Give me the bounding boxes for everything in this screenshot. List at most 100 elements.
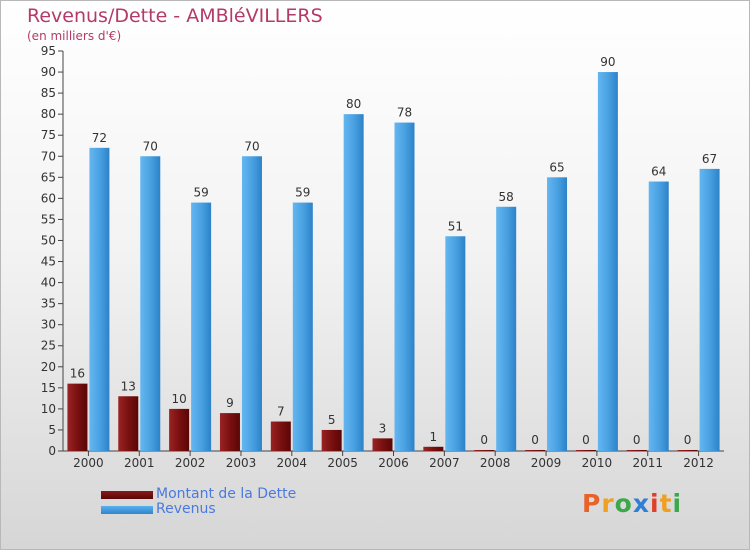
x-tick-label: 2003 [226, 456, 257, 470]
revenue-bar [496, 206, 517, 451]
logo-letter: P [582, 489, 602, 518]
debt-bar [525, 450, 546, 451]
debt-bar [372, 438, 393, 451]
data-label: 78 [397, 106, 412, 120]
y-tick-label: 85 [41, 86, 56, 100]
y-tick-label: 90 [41, 65, 56, 79]
data-label: 0 [531, 433, 539, 447]
revenue-bar [191, 202, 212, 451]
debt-bar [575, 450, 596, 451]
data-label: 16 [70, 367, 85, 381]
y-tick-label: 10 [41, 402, 56, 416]
y-tick-label: 30 [41, 318, 56, 332]
data-label: 0 [480, 433, 488, 447]
data-label: 5 [328, 413, 336, 427]
revenue-bar [445, 236, 466, 451]
y-tick-label: 35 [41, 297, 56, 311]
y-tick-label: 65 [41, 170, 56, 184]
x-tick-label: 2010 [582, 456, 613, 470]
debt-bar [626, 450, 647, 451]
logo-letter: o [614, 489, 633, 518]
data-label: 9 [226, 396, 234, 410]
data-label: 59 [193, 186, 208, 200]
legend-swatch-debt [101, 491, 153, 499]
debt-bar [677, 450, 698, 451]
y-tick-label: 5 [48, 423, 56, 437]
chart-subtitle: (en milliers d'€) [27, 29, 122, 43]
debt-bar [169, 408, 190, 451]
y-tick-label: 45 [41, 255, 56, 269]
data-label: 10 [171, 392, 186, 406]
proxiti-logo: Proxiti [582, 489, 682, 518]
legend-swatch-revenue [101, 506, 153, 514]
y-tick-label: 20 [41, 360, 56, 374]
legend-label-debt: Montant de la Dette [156, 486, 297, 502]
x-tick-label: 2000 [73, 456, 104, 470]
data-label: 0 [582, 433, 590, 447]
data-label: 80 [346, 97, 361, 111]
data-label: 72 [92, 131, 107, 145]
data-label: 90 [600, 55, 615, 69]
data-label: 1 [430, 430, 438, 444]
y-tick-label: 95 [41, 44, 56, 58]
y-tick-label: 50 [41, 233, 56, 247]
data-label: 13 [121, 379, 136, 393]
data-label: 51 [448, 219, 463, 233]
data-label: 65 [549, 160, 564, 174]
revenue-bar [292, 202, 313, 451]
y-tick-label: 70 [41, 149, 56, 163]
y-tick-label: 60 [41, 191, 56, 205]
x-tick-label: 2011 [632, 456, 663, 470]
revenue-bar [343, 114, 364, 451]
y-tick-label: 15 [41, 381, 56, 395]
data-label: 0 [633, 433, 641, 447]
x-tick-label: 2009 [531, 456, 562, 470]
data-label: 0 [684, 433, 692, 447]
logo-letter: i [650, 489, 660, 518]
chart-title: Revenus/Dette - AMBléVILLERS [27, 5, 323, 27]
logo-letter: r [601, 489, 615, 518]
revenue-bar [394, 122, 415, 451]
y-tick-label: 40 [41, 276, 56, 290]
data-label: 3 [379, 421, 387, 435]
revenue-bar [89, 147, 110, 451]
y-tick-label: 75 [41, 128, 56, 142]
revenue-bar [241, 156, 262, 451]
data-label: 67 [702, 152, 717, 166]
revenue-bar [699, 168, 720, 452]
data-label: 59 [295, 186, 310, 200]
revenue-bar [547, 177, 568, 451]
x-tick-label: 2007 [429, 456, 460, 470]
data-label: 70 [143, 139, 158, 153]
legend-label-revenue: Revenus [156, 501, 216, 517]
revenue-bar [648, 181, 669, 452]
x-tick-label: 2006 [378, 456, 409, 470]
data-label: 7 [277, 405, 285, 419]
x-tick-label: 2002 [175, 456, 206, 470]
x-tick-label: 2012 [683, 456, 714, 470]
debt-bar [219, 413, 240, 451]
debt-bar [118, 396, 139, 451]
y-tick-label: 55 [41, 212, 56, 226]
debt-bar [474, 450, 495, 451]
logo-letter: t [659, 489, 673, 518]
debt-bar [321, 429, 342, 451]
y-tick-label: 25 [41, 339, 56, 353]
data-label: 70 [244, 139, 259, 153]
y-tick-label: 0 [48, 444, 56, 458]
logo-letter: i [672, 489, 683, 518]
x-tick-label: 2004 [277, 456, 308, 470]
debt-bar [67, 383, 88, 451]
data-label: 64 [651, 165, 666, 179]
data-label: 58 [499, 190, 514, 204]
revenue-bar [140, 156, 161, 451]
debt-bar [270, 421, 291, 451]
y-tick-label: 80 [41, 107, 56, 121]
revenue-bar [597, 72, 618, 451]
x-tick-label: 2001 [124, 456, 155, 470]
debt-bar [423, 446, 444, 451]
logo-letter: x [632, 489, 650, 518]
x-tick-label: 2008 [480, 456, 511, 470]
